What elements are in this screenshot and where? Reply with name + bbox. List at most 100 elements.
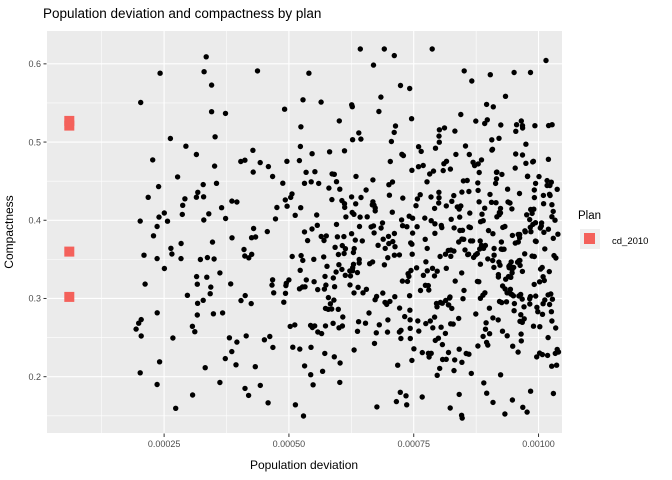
data-point (200, 181, 206, 188)
data-point (358, 194, 364, 201)
data-point (493, 176, 500, 182)
data-point (349, 104, 355, 110)
data-point (362, 320, 369, 326)
data-point (335, 306, 341, 312)
data-point (350, 249, 357, 256)
data-point (523, 141, 529, 147)
data-point (511, 308, 517, 314)
data-point (391, 52, 397, 59)
data-point (436, 200, 442, 206)
data-point (354, 328, 361, 334)
data-point (552, 350, 558, 357)
data-point (509, 266, 515, 272)
data-point (502, 411, 508, 417)
data-point (337, 360, 343, 366)
data-point (524, 173, 531, 180)
data-point (519, 123, 526, 129)
data-point (206, 211, 212, 217)
data-point (261, 337, 268, 343)
data-point (473, 311, 479, 317)
data-point (519, 152, 526, 158)
data-point (450, 321, 456, 327)
data-point (331, 297, 337, 303)
data-point (431, 273, 438, 279)
data-point (456, 315, 462, 322)
data-point (509, 232, 516, 239)
data-point (348, 231, 355, 237)
data-point (347, 282, 353, 288)
data-point (439, 341, 446, 348)
data-point (326, 149, 333, 155)
data-point (493, 200, 499, 206)
data-point (550, 390, 557, 397)
data-point (546, 191, 553, 197)
data-point (164, 218, 171, 224)
data-point (304, 237, 311, 244)
data-point (490, 315, 496, 321)
legend-title: Plan (578, 210, 601, 222)
data-point (238, 158, 244, 165)
data-point (418, 148, 424, 155)
data-point (201, 69, 207, 75)
data-point (211, 163, 218, 169)
data-point (397, 82, 404, 89)
x-tick-label: 0.00100 (522, 439, 555, 449)
data-point (527, 216, 533, 223)
data-point (312, 169, 318, 175)
data-point (192, 329, 198, 335)
data-point (150, 233, 157, 239)
data-point (226, 335, 233, 341)
data-point (536, 279, 543, 285)
data-point (333, 221, 340, 228)
data-point (475, 187, 481, 194)
data-point (319, 368, 326, 374)
data-point (498, 122, 504, 128)
data-point (411, 346, 417, 352)
data-point (429, 265, 436, 271)
data-point (154, 255, 160, 262)
data-point (303, 169, 309, 175)
data-point (229, 348, 235, 355)
data-point (449, 305, 455, 312)
data-point (476, 169, 482, 176)
data-point (308, 372, 314, 378)
y-tick-label: 0.3 (28, 294, 41, 304)
data-point (297, 267, 303, 273)
data-point (367, 261, 373, 267)
data-point (519, 268, 526, 275)
data-point (272, 216, 279, 222)
data-point (490, 257, 496, 264)
data-point (298, 205, 304, 211)
data-point (536, 173, 542, 180)
data-point (492, 180, 499, 187)
data-point (417, 192, 423, 198)
data-point (298, 124, 304, 130)
data-point (542, 297, 548, 303)
data-point (439, 300, 445, 306)
data-point (489, 137, 495, 143)
data-point (424, 245, 430, 252)
data-point (443, 203, 449, 209)
data-point (537, 324, 543, 330)
data-point (347, 268, 353, 274)
data-point (297, 143, 304, 150)
data-point (252, 234, 259, 240)
data-point (234, 199, 240, 205)
data-point (384, 329, 391, 335)
data-point (460, 296, 466, 302)
data-point (432, 337, 438, 344)
data-point (469, 238, 476, 244)
data-point (281, 299, 287, 305)
data-point (511, 300, 518, 307)
data-point (475, 180, 481, 186)
data-point (356, 256, 362, 263)
data-point (282, 197, 288, 203)
data-point (393, 398, 400, 405)
data-point (422, 236, 428, 242)
data-point (209, 239, 216, 245)
data-point (343, 214, 349, 220)
data-point (515, 349, 521, 355)
data-point (137, 370, 143, 376)
data-point (545, 156, 552, 162)
data-point (445, 247, 451, 254)
